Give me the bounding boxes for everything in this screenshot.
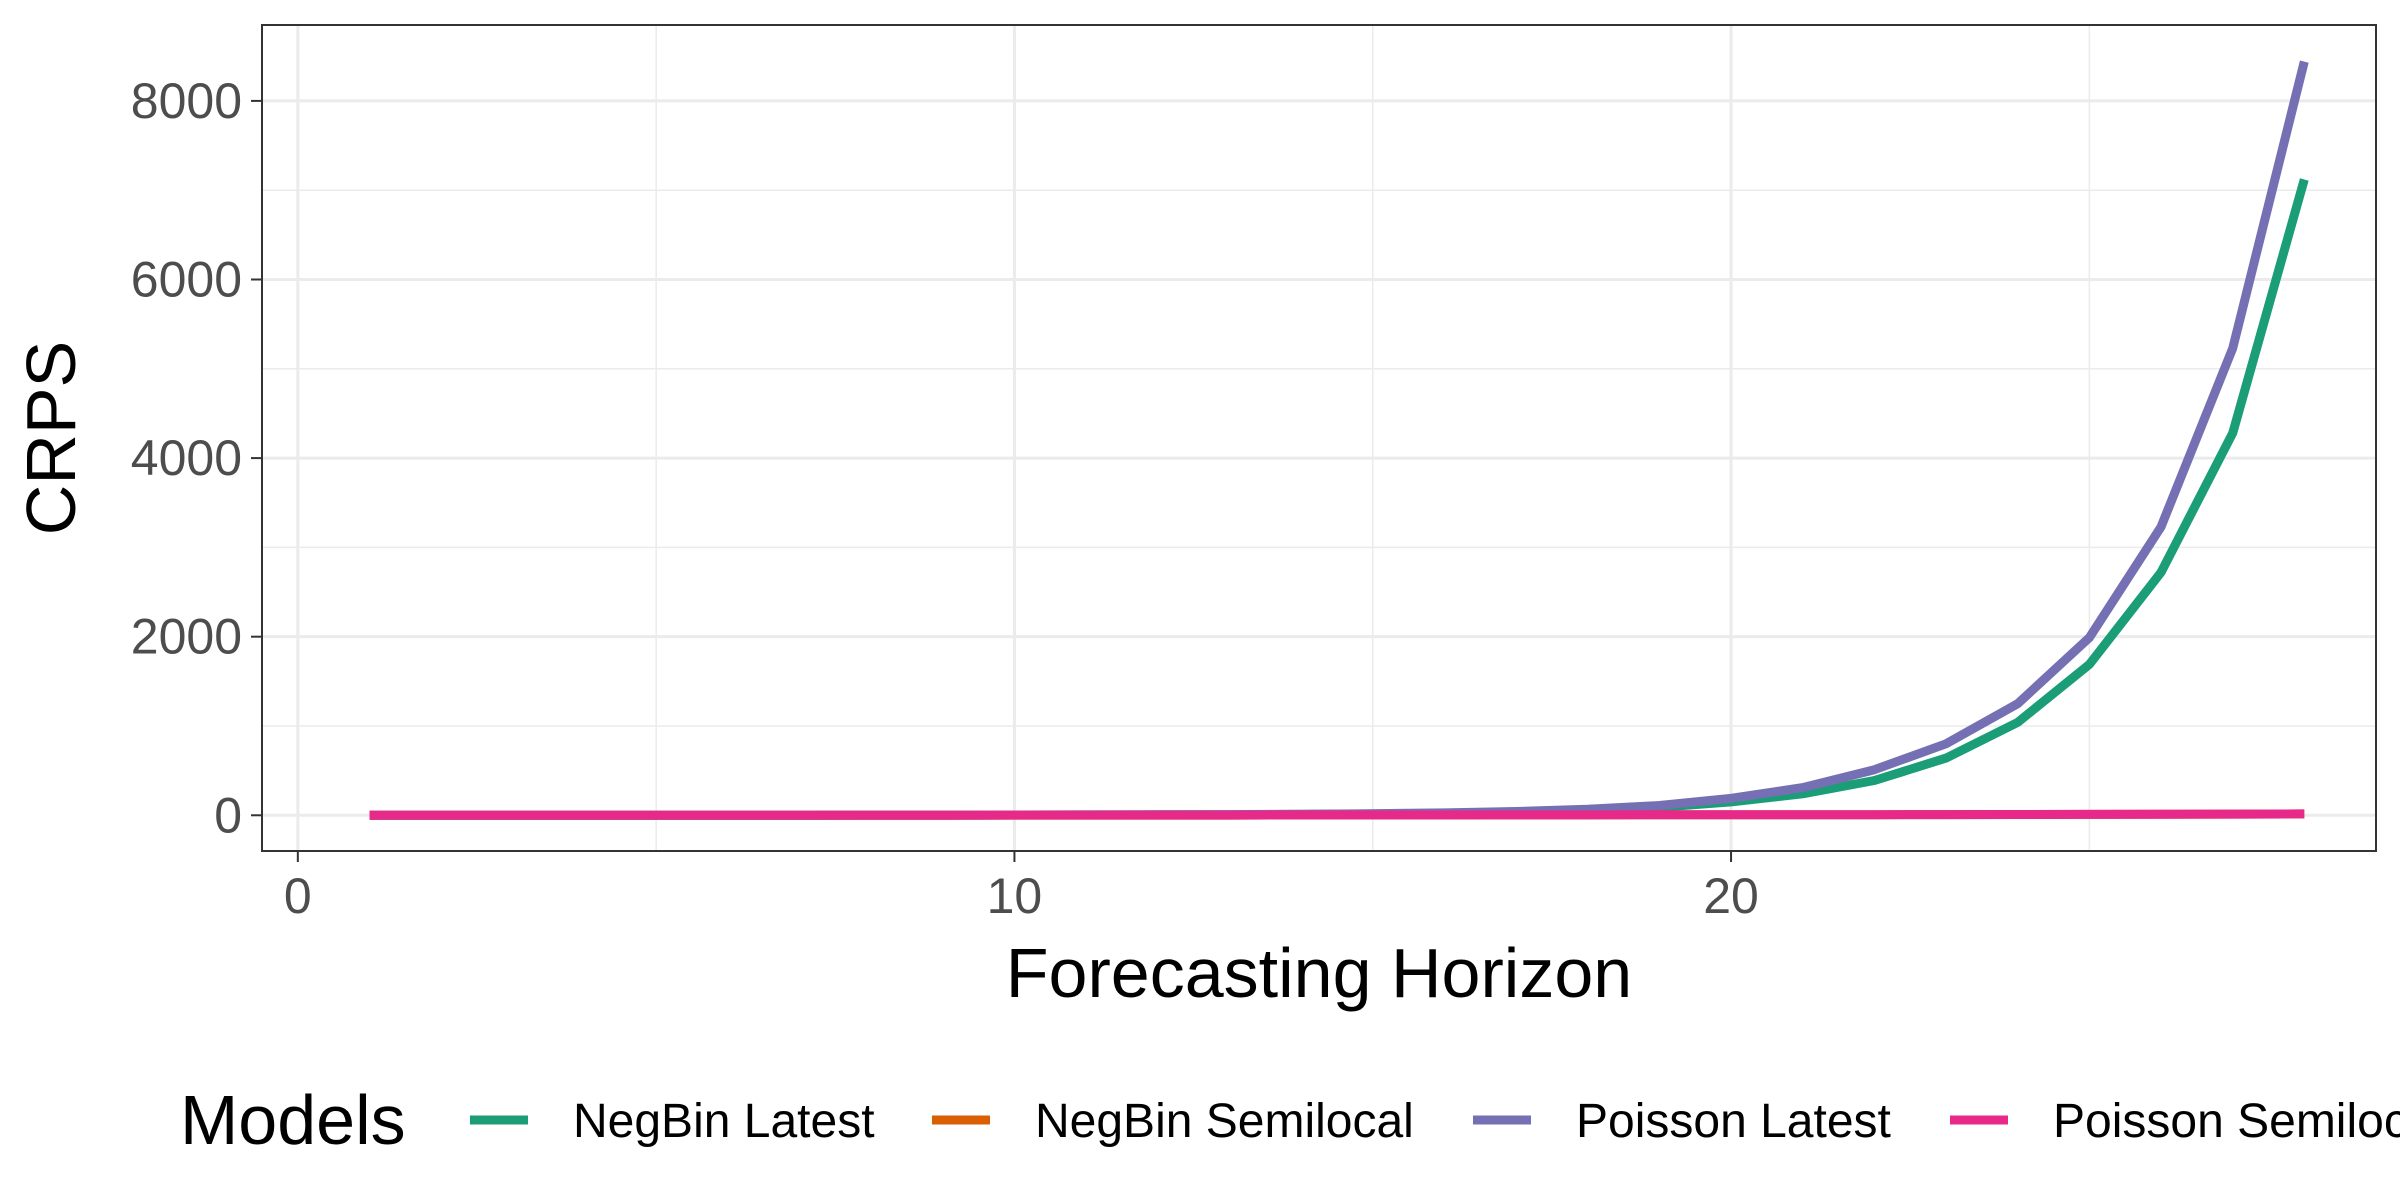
series-line-poisson-latest (369, 60, 2309, 820)
y-tick-label: 6000 (131, 251, 242, 307)
series-lines (369, 60, 2309, 820)
legend: Models NegBin Latest NegBin Semilocal Pois… (180, 1081, 2400, 1159)
series-line-poisson-semilocal (369, 809, 2305, 820)
grid (262, 25, 2376, 851)
x-tick-label: 10 (987, 868, 1043, 924)
y-tick-label: 8000 (131, 73, 242, 129)
legend-label-poisson-semilocal: Poisson Semilocal (2053, 1095, 2400, 1148)
x-tick-label: 0 (284, 868, 312, 924)
x-axis-title: Forecasting Horizon (1006, 934, 1632, 1012)
y-tick-label: 0 (214, 787, 242, 843)
series-line-negbin-latest (369, 178, 2309, 820)
legend-label-negbin-semilocal: NegBin Semilocal (1035, 1095, 1414, 1148)
y-tick-label: 4000 (131, 430, 242, 486)
legend-label-negbin-latest: NegBin Latest (573, 1095, 875, 1148)
y-axis-title: CRPS (12, 341, 90, 535)
x-tick-label: 20 (1703, 868, 1759, 924)
plot-panel-border (261, 24, 2377, 852)
legend-label-poisson-latest: Poisson Latest (1576, 1095, 1891, 1148)
axis-ticks: 0 10 20 0 2000 4000 6000 8000 (131, 73, 1759, 924)
y-tick-label: 2000 (131, 609, 242, 665)
legend-title: Models (180, 1081, 406, 1159)
